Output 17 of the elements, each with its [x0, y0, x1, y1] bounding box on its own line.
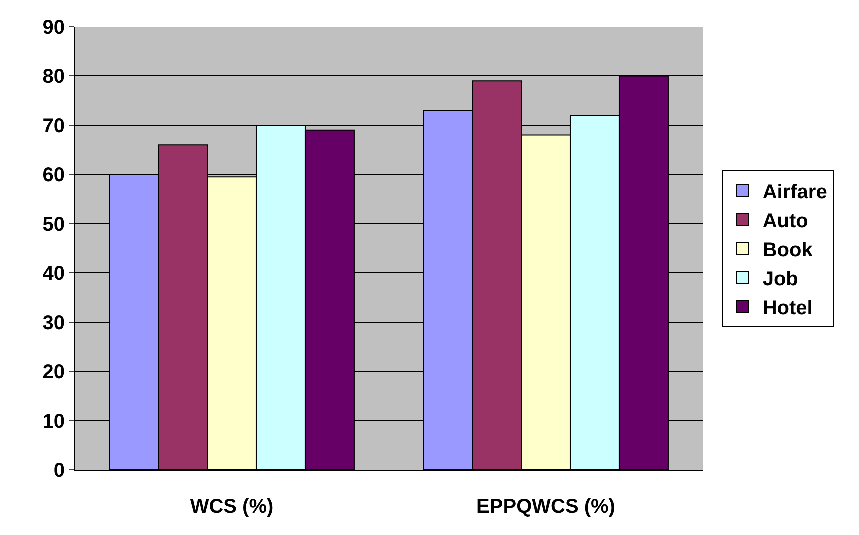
y-tick-label: 0 — [54, 460, 65, 482]
legend-label: Auto — [762, 210, 808, 232]
y-tick-label: 70 — [42, 115, 65, 138]
y-tick-label: 80 — [42, 66, 65, 88]
y-tick-label: 40 — [42, 263, 65, 286]
y-tick-label: 60 — [42, 164, 65, 187]
legend-label: Airfare — [762, 181, 828, 204]
x-tick-label: EPPQWCS (%) — [476, 496, 616, 518]
legend-label: Job — [762, 268, 798, 290]
y-tick-label: 10 — [42, 410, 65, 433]
y-tick-label: 30 — [42, 312, 65, 334]
legend-label: Book — [762, 239, 814, 262]
y-tick-label: 90 — [42, 17, 65, 39]
y-tick-label: 20 — [42, 362, 65, 384]
y-tick-label: 50 — [42, 214, 65, 236]
x-tick-label: WCS (%) — [190, 496, 274, 518]
legend-label: Hotel — [762, 297, 813, 320]
